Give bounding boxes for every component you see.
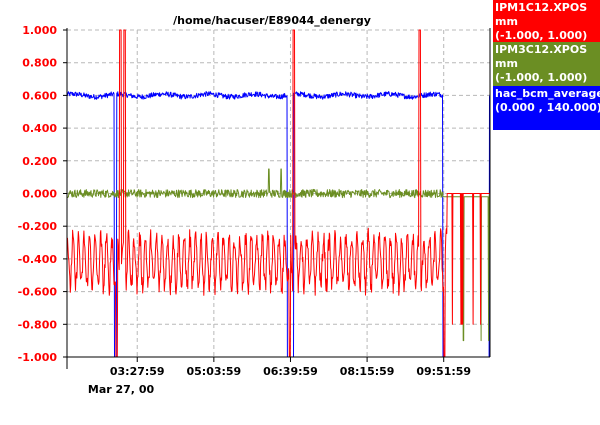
x-tick-label: 06:39:59: [263, 365, 318, 378]
legend-series-unit: mm: [495, 57, 518, 70]
y-tick-label: -0.800: [18, 318, 58, 331]
series-ipm1c12-line: [66, 29, 490, 358]
y-tick-label: -0.600: [18, 286, 58, 299]
y-tick-label: 0.800: [22, 57, 57, 70]
legend-series-name: IPM1C12.XPOS: [495, 1, 588, 14]
legend-series-name: IPM3C12.XPOS: [495, 43, 588, 56]
legend-series-name: hac_bcm_average: [495, 87, 600, 100]
series-ipm3c12-line: [66, 168, 491, 342]
legend-entry-ipm3c12: IPM3C12.XPOS mm (-1.000, 1.000): [493, 42, 600, 86]
y-tick-label: 0.400: [22, 122, 57, 135]
series-layer: [66, 29, 491, 358]
legend-entry-hac-bcm-average: hac_bcm_average (0.000 , 140.000): [493, 86, 600, 130]
y-tick-label: 0.200: [22, 155, 57, 168]
y-tick-label: 1.000: [22, 24, 57, 37]
legend-series-range: (0.000 , 140.000): [495, 101, 600, 114]
series-hac-bcm-average-line: [66, 91, 491, 358]
y-tick-label: -0.200: [18, 220, 58, 233]
axes: 1.000 0.800 0.600 0.400 0.200 0.000 -0.200 -0.4…: [18, 24, 491, 378]
x-tick-label: 03:27:59: [110, 365, 165, 378]
legend-entry-ipm1c12: IPM1C12.XPOS mm (-1.000, 1.000): [493, 0, 600, 42]
y-tick-label: 0.000: [22, 188, 57, 201]
legend-series-range: (-1.000, 1.000): [495, 29, 588, 42]
y-tick-label: -0.400: [18, 253, 58, 266]
legend-series-unit: mm: [495, 15, 518, 28]
y-tick-label: 0.600: [22, 89, 57, 102]
x-tick-label: 05:03:59: [186, 365, 241, 378]
y-tick-label: -1.000: [18, 351, 58, 364]
x-tick-label: 09:51:59: [416, 365, 471, 378]
legend-series-range: (-1.000, 1.000): [495, 71, 588, 84]
x-axis-date-label: Mar 27, 00: [88, 383, 155, 396]
chart-title: /home/hacuser/E89044_denergy: [173, 14, 371, 27]
x-tick-label: 08:15:59: [340, 365, 395, 378]
